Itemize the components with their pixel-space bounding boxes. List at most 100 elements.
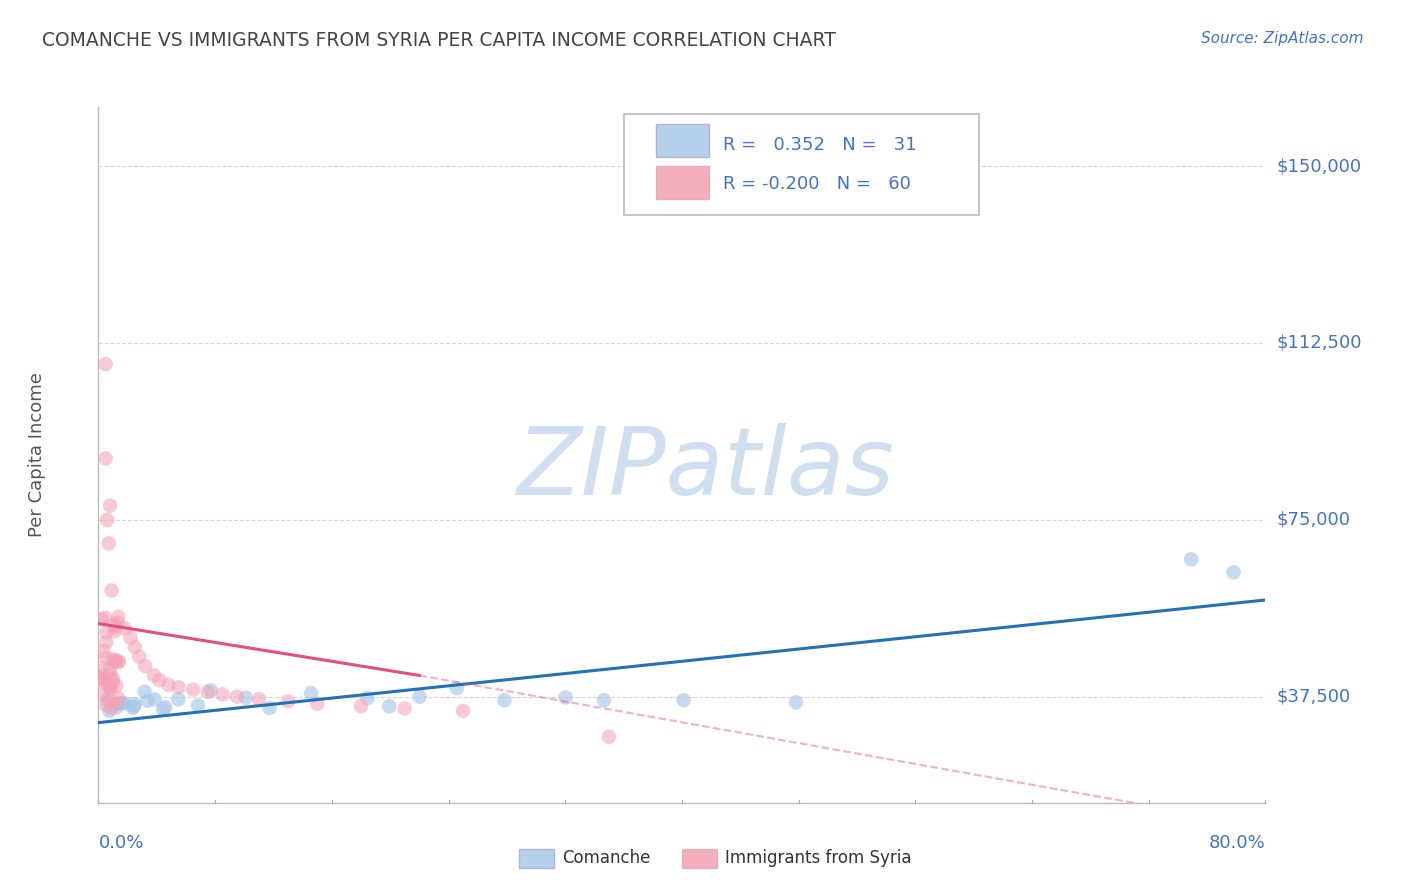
Point — [554, 690, 576, 705]
Point — [157, 678, 180, 692]
FancyBboxPatch shape — [519, 848, 554, 868]
Point — [96, 625, 118, 640]
Point — [104, 655, 127, 669]
Point — [277, 694, 299, 708]
Point — [598, 730, 620, 744]
Point — [100, 583, 122, 598]
Point — [124, 697, 146, 711]
Point — [98, 662, 121, 676]
Point — [247, 692, 270, 706]
Text: COMANCHE VS IMMIGRANTS FROM SYRIA PER CAPITA INCOME CORRELATION CHART: COMANCHE VS IMMIGRANTS FROM SYRIA PER CA… — [42, 31, 837, 50]
Point — [142, 668, 165, 682]
Point — [94, 610, 117, 624]
Point — [143, 692, 166, 706]
Point — [98, 704, 121, 718]
Point — [101, 652, 124, 666]
Point — [672, 693, 695, 707]
FancyBboxPatch shape — [682, 848, 717, 868]
Point — [200, 683, 222, 698]
Text: $112,500: $112,500 — [1277, 334, 1362, 351]
Point — [89, 671, 111, 685]
Point — [103, 624, 125, 639]
Text: ZIPatlas: ZIPatlas — [516, 424, 894, 515]
Point — [90, 674, 112, 689]
Point — [105, 697, 128, 711]
Point — [91, 661, 114, 675]
Point — [235, 690, 257, 705]
Point — [134, 659, 156, 673]
Text: $75,000: $75,000 — [1277, 511, 1351, 529]
Point — [408, 690, 430, 704]
Point — [167, 692, 190, 706]
Point — [226, 690, 249, 704]
Point — [104, 616, 127, 631]
Point — [89, 670, 111, 684]
Point — [356, 691, 378, 706]
Point — [121, 700, 143, 714]
Point — [128, 649, 150, 664]
Point — [104, 700, 127, 714]
Point — [98, 667, 121, 681]
Point — [394, 701, 416, 715]
Point — [104, 653, 127, 667]
Point — [101, 675, 124, 690]
Point — [593, 693, 616, 707]
Point — [108, 654, 131, 668]
Point — [96, 635, 118, 649]
Text: $37,500: $37,500 — [1277, 688, 1351, 706]
Point — [98, 680, 121, 694]
Point — [1180, 552, 1202, 566]
Text: 0.0%: 0.0% — [98, 834, 143, 852]
Text: Per Capita Income: Per Capita Income — [28, 373, 46, 537]
Point — [136, 694, 159, 708]
Point — [494, 693, 516, 707]
Point — [124, 640, 146, 654]
Point — [96, 650, 118, 665]
Point — [97, 678, 120, 692]
Point — [100, 681, 122, 695]
FancyBboxPatch shape — [657, 124, 709, 158]
Point — [451, 704, 474, 718]
Point — [259, 701, 281, 715]
Point — [112, 696, 135, 710]
Point — [107, 655, 129, 669]
Point — [93, 688, 115, 702]
Point — [187, 698, 209, 713]
Point — [107, 615, 129, 630]
Point — [107, 691, 129, 706]
Point — [108, 697, 131, 711]
Point — [152, 702, 174, 716]
Point — [96, 513, 118, 527]
Point — [105, 679, 128, 693]
FancyBboxPatch shape — [623, 114, 980, 215]
Point — [167, 680, 190, 694]
Point — [94, 357, 117, 371]
FancyBboxPatch shape — [657, 166, 709, 199]
Text: Immigrants from Syria: Immigrants from Syria — [725, 849, 911, 867]
Point — [93, 673, 115, 687]
Point — [197, 685, 219, 699]
Text: R =   0.352   N =   31: R = 0.352 N = 31 — [723, 136, 917, 154]
Point — [378, 699, 401, 714]
Point — [97, 694, 120, 708]
Point — [307, 697, 329, 711]
Point — [181, 682, 204, 697]
Point — [94, 698, 117, 712]
Point — [91, 644, 114, 658]
Point — [97, 690, 120, 705]
Point — [111, 696, 134, 710]
Point — [153, 700, 176, 714]
Point — [149, 673, 172, 688]
Point — [122, 699, 145, 714]
Point — [107, 609, 129, 624]
Text: 80.0%: 80.0% — [1209, 834, 1265, 852]
Point — [98, 499, 121, 513]
Point — [785, 695, 807, 709]
Text: $150,000: $150,000 — [1277, 157, 1361, 175]
Text: Source: ZipAtlas.com: Source: ZipAtlas.com — [1201, 31, 1364, 46]
Point — [446, 681, 468, 695]
Point — [91, 613, 114, 627]
Point — [101, 672, 124, 686]
Point — [100, 701, 122, 715]
Point — [1222, 566, 1244, 580]
